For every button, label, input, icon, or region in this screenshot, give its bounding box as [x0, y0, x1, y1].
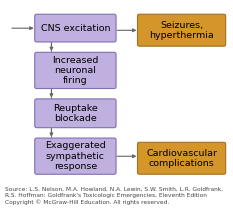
FancyBboxPatch shape [35, 52, 116, 89]
Text: Increased
neuronal
firing: Increased neuronal firing [52, 56, 99, 85]
Text: Seizures,
hyperthermia: Seizures, hyperthermia [149, 21, 214, 40]
FancyBboxPatch shape [35, 99, 116, 128]
Text: Source: L.S. Nelson, M.A. Howland, N.A. Lewin, S.W. Smith, L.R. Goldfrank,
R.S. : Source: L.S. Nelson, M.A. Howland, N.A. … [5, 186, 223, 205]
Text: Cardiovascular
complications: Cardiovascular complications [146, 149, 217, 168]
FancyBboxPatch shape [137, 14, 226, 46]
Text: Exaggerated
sympathetic
response: Exaggerated sympathetic response [45, 141, 106, 171]
FancyBboxPatch shape [35, 14, 116, 42]
FancyBboxPatch shape [35, 138, 116, 174]
Text: CNS excitation: CNS excitation [41, 24, 110, 33]
Text: Reuptake
blockade: Reuptake blockade [53, 104, 98, 123]
FancyBboxPatch shape [137, 142, 226, 174]
